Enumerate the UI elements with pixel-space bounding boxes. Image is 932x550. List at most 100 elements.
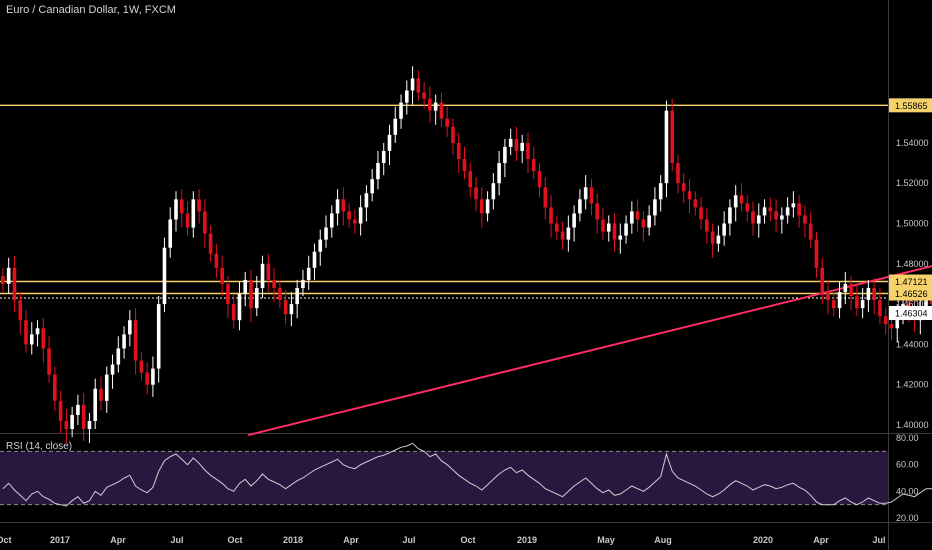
candle-body [774, 211, 778, 220]
candle-body [485, 199, 490, 214]
candle-body [266, 263, 271, 280]
candle-body [306, 267, 311, 280]
candle-body [780, 215, 784, 220]
candle-body [99, 388, 103, 401]
candle-body [924, 300, 928, 309]
time-tick-label: Jul [872, 535, 885, 545]
candle-body [174, 199, 178, 220]
candle-body [468, 171, 473, 188]
candle-body [220, 267, 224, 284]
candle-body [12, 267, 17, 301]
candle-body [606, 223, 611, 232]
candle-body [549, 207, 553, 224]
time-tick-label: Apr [343, 535, 359, 545]
candle-body [53, 374, 57, 401]
candle-body [791, 203, 796, 208]
candle-body [168, 219, 173, 248]
candle-body [335, 199, 340, 214]
candle-body [872, 287, 876, 301]
candle-body [814, 239, 819, 268]
candle-body [110, 364, 115, 375]
candle-body [797, 203, 801, 216]
candle-body [214, 253, 219, 268]
rsi-tick-label: 20.00 [896, 513, 919, 523]
candle-body [439, 102, 444, 119]
candle-body [347, 211, 351, 220]
candle-body [462, 159, 467, 172]
candle-body [87, 420, 92, 430]
candle-body [497, 163, 501, 184]
candle-body [128, 320, 132, 335]
candle-body [572, 213, 576, 228]
candle-body [179, 199, 184, 214]
candle-body [630, 211, 634, 224]
candle-body [329, 213, 334, 228]
candle-body [768, 207, 773, 212]
candle-body [249, 279, 253, 309]
candle-body [104, 374, 109, 401]
candle-body [208, 233, 213, 254]
time-tick-label: Apr [110, 535, 126, 545]
candle-body [237, 294, 242, 321]
candle-body [618, 235, 623, 240]
rsi-title: RSI (14, close) [6, 441, 73, 452]
candle-body [364, 193, 369, 208]
price-tick-label: 1.50000 [896, 219, 929, 229]
candle-body [76, 404, 80, 415]
candle-body [635, 211, 640, 220]
candle-body [278, 287, 282, 301]
candle-body [433, 102, 438, 111]
candle-body [612, 223, 617, 240]
candle-body [1, 275, 5, 284]
candle-body [508, 138, 513, 147]
time-tick-label: 2017 [50, 535, 70, 545]
candle-body [474, 187, 478, 200]
candle-body [543, 187, 548, 208]
candle-body [849, 283, 853, 297]
candle-body [422, 92, 426, 99]
candle-body [601, 219, 605, 232]
candle-body [254, 287, 259, 309]
candle-body [191, 199, 196, 228]
candle-body [808, 223, 813, 240]
trendline[interactable] [247, 226, 932, 437]
price-tick-label: 1.52000 [896, 178, 929, 188]
candle-body [64, 420, 69, 430]
candle-body [785, 207, 790, 216]
candle-body [122, 334, 126, 349]
candle-body [393, 118, 398, 135]
candle-body [722, 223, 726, 236]
time-tick-label: 2018 [283, 535, 303, 545]
candle-body [560, 231, 565, 240]
candle-body [18, 300, 23, 321]
candle-body [480, 199, 484, 214]
candle-body [930, 300, 932, 305]
level-tag-1: 1.47121 [895, 277, 928, 287]
candle-body [555, 223, 559, 232]
candle-body [710, 231, 715, 244]
time-tick-label: Oct [460, 535, 475, 545]
level-tag-bg-1 [889, 274, 932, 289]
chart-title: Euro / Canadian Dollar, 1W, FXCM [6, 4, 176, 16]
candle-body [29, 334, 34, 345]
time-tick-label: Jul [170, 535, 183, 545]
candle-body [81, 404, 86, 430]
rsi-line [2, 442, 932, 507]
candle-body [520, 142, 524, 151]
candle-body [231, 304, 236, 321]
candle-body [428, 98, 432, 111]
candle-body [878, 300, 882, 317]
candle-body [595, 203, 600, 220]
time-tick-label: Aug [654, 535, 672, 545]
candle-body [376, 163, 380, 180]
candle-body [728, 207, 732, 224]
price-tick-label: 1.42000 [896, 380, 929, 390]
candle-body [578, 199, 582, 214]
candle-body [676, 163, 680, 184]
candle-body [145, 372, 149, 385]
time-tick-label: Oct [0, 535, 12, 545]
candle-body [156, 304, 161, 369]
candle-body [185, 213, 190, 228]
